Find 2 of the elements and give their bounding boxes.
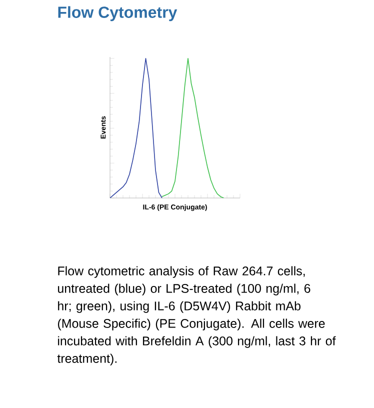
chart-title: Flow Cytometry (58, 6, 178, 22)
text: Flow cytometric analysis of Raw 264.7 cells, untreated (blue) or LPS-treated (100 ng/ml, 6 hr; green), using IL-6 (D5W4V) Rabbit mAb (Mouse Specific) (PE Conjugate). All cells were incubated with Brefeldin A (300 ng/ml, last 3 hr of treatment). (57, 266, 336, 366)
